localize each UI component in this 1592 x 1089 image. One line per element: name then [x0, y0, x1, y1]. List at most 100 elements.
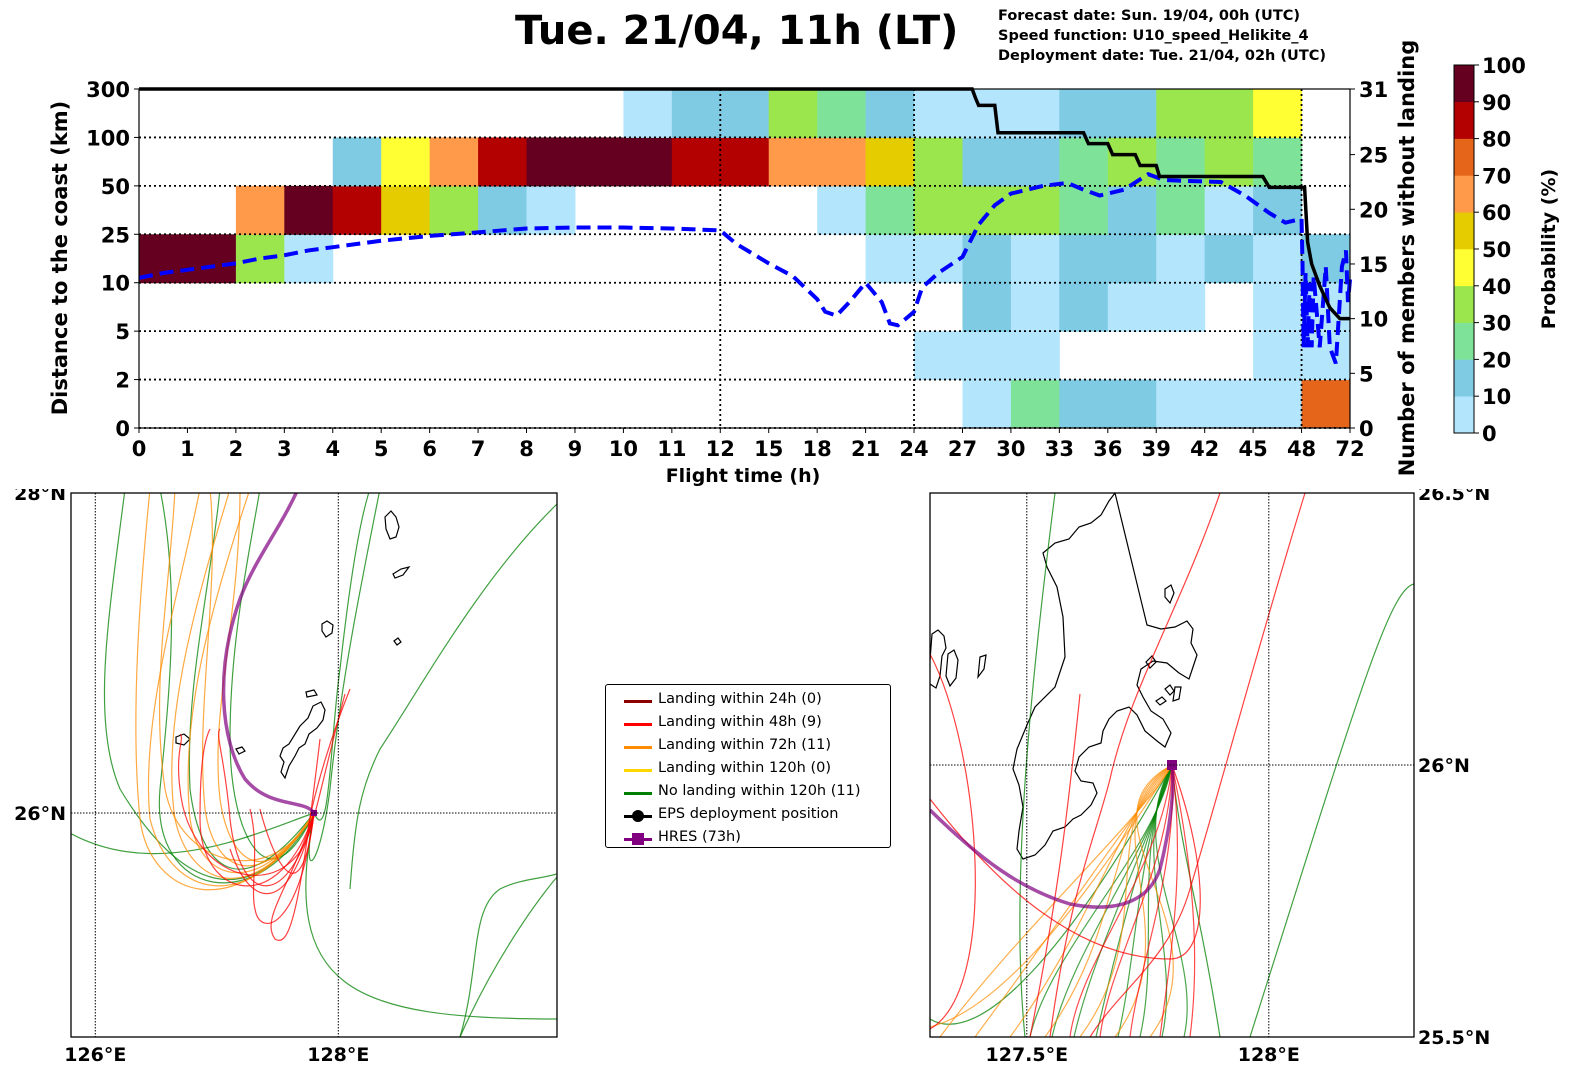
heatmap-cell: [1010, 331, 1060, 381]
trajectory-landing-72h: [974, 764, 1173, 1037]
hres-deployment-marker: [1167, 760, 1177, 770]
coastline: [279, 701, 326, 780]
heatmap-cells: [139, 89, 1351, 429]
y2-tick-label: 25: [1359, 144, 1388, 168]
heatmap-cell: [1059, 282, 1109, 332]
trajectory-landing-72h: [158, 493, 315, 862]
heatmap-cell: [1059, 137, 1109, 187]
trajectory-no-landing: [930, 764, 1173, 1025]
legend-label: HRES (73h): [658, 829, 741, 845]
heatmap-cell: [1107, 282, 1157, 332]
x-tick-label: 11: [657, 437, 686, 461]
legend-line-icon: [624, 769, 652, 772]
x-axis-label: Flight time (h): [666, 465, 821, 487]
colorbar: 0 10 20 30 40 50 60 70 80 90 100: [1453, 54, 1526, 446]
x-tick-label: 9: [568, 437, 583, 461]
heatmap-cell: [1253, 185, 1303, 235]
trajectory-no-landing: [1019, 493, 1056, 1037]
y2-tick-label: 31: [1359, 78, 1388, 102]
colorbar-swatch: [1454, 212, 1474, 250]
coastline: [393, 637, 402, 646]
coastline: [945, 649, 959, 688]
trajectory-map-wide: 126°E 128°E 26°N 28°N: [14, 489, 558, 1066]
lat-tick-label: 25.5°N: [1418, 1027, 1490, 1049]
heatmap-cell: [914, 89, 963, 138]
heatmap-cell: [865, 234, 915, 284]
trajectory-landing-48h: [1069, 764, 1173, 1037]
heatmap-cell: [1059, 234, 1109, 284]
trajectory-no-landing: [459, 873, 557, 1037]
x-tick-label: 72: [1335, 437, 1364, 461]
heatmap-cell: [768, 137, 818, 187]
median-distance-line: [138, 172, 1352, 365]
heatmap-cell: [865, 185, 915, 235]
trajectory-no-landing: [1155, 764, 1188, 1037]
legend-line-icon: [624, 746, 652, 749]
coastline: [321, 620, 334, 638]
lon-tick-label: 126°E: [64, 1044, 126, 1066]
x-tick-label: 12: [706, 437, 735, 461]
heatmap-cell: [865, 137, 915, 187]
x-tick-label: 36: [1093, 437, 1122, 461]
colorbar-swatch: [1454, 396, 1474, 434]
colorbar-swatch: [1454, 285, 1474, 323]
heatmap-cell: [962, 331, 1012, 381]
x-tick-label: 39: [1142, 437, 1171, 461]
y-tick-label: 100: [86, 126, 130, 150]
hres-trajectory: [221, 493, 316, 815]
heatmap-cell: [1010, 234, 1060, 284]
trajectory-landing-72h: [1114, 764, 1173, 1037]
chart-title: Tue. 21/04, 11h (LT): [515, 8, 959, 54]
trajectory-landing-72h: [147, 493, 315, 887]
legend-item: EPS deployment position: [606, 804, 892, 827]
coastline: [1172, 686, 1182, 702]
heatmap-cell: [1204, 137, 1254, 187]
y2-tick-label: 5: [1359, 362, 1374, 386]
heatmap-cell: [671, 137, 721, 187]
heatmap-cell: [526, 137, 576, 187]
y2-tick-label: 10: [1359, 308, 1388, 332]
forecast-date: Forecast date: Sun. 19/04, 00h (UTC): [998, 8, 1300, 24]
trajectory-no-landing: [158, 493, 315, 884]
speed-function: Speed function: U10_speed_Helikite_4: [998, 28, 1309, 44]
heatmap-cell: [817, 137, 867, 187]
heatmap-cell: [768, 89, 818, 138]
x-tick-label: 2: [229, 437, 244, 461]
trajectory-no-landing: [305, 812, 557, 1020]
heatmap-cell: [962, 137, 1012, 187]
y-tick-label: 5: [115, 320, 130, 344]
heatmap-cell: [284, 234, 334, 284]
lon-tick-label: 128°E: [307, 1044, 369, 1066]
trajectory-map-zoom: 127.5°E 128°E 25.5°N 26°N 26.5°N: [929, 489, 1490, 1066]
legend-dot-icon: [632, 810, 644, 822]
colorbar-tick-label: 20: [1482, 348, 1511, 372]
heatmap-cell: [1253, 379, 1303, 429]
x-tick-label: 48: [1287, 437, 1316, 461]
x-tick-label: 10: [609, 437, 638, 461]
heatmap-cell: [1107, 89, 1157, 138]
x-tick-label: 33: [1045, 437, 1074, 461]
trajectory-landing-48h: [1049, 493, 1221, 1037]
trajectory-landing-48h: [249, 808, 315, 924]
trajectory-landing-48h: [1029, 693, 1081, 1037]
heatmap-cell: [1253, 137, 1303, 187]
coastline: [977, 654, 987, 680]
map-frame: [70, 492, 558, 1038]
heatmap-cell: [1156, 379, 1206, 429]
colorbar-swatch: [1454, 322, 1474, 360]
x-tick-label: 0: [132, 437, 147, 461]
heatmap-cell: [962, 379, 1012, 429]
trajectory-landing-72h: [187, 493, 315, 874]
heatmap-cell: [1010, 185, 1060, 235]
colorbar-swatch: [1454, 249, 1474, 287]
heatmap-cell: [1059, 89, 1109, 138]
lat-tick-label: 26.5°N: [1418, 489, 1490, 505]
heatmap-cell: [235, 185, 285, 235]
coastline: [1155, 696, 1167, 706]
deployment-date: Deployment date: Tue. 21/04, 02h (UTC): [998, 48, 1326, 64]
trajectory-landing-72h: [217, 493, 315, 862]
x-tick-label: 27: [948, 437, 977, 461]
heatmap-cell: [381, 185, 431, 235]
heatmap-cell: [187, 234, 237, 284]
lat-tick-label: 28°N: [14, 489, 66, 505]
